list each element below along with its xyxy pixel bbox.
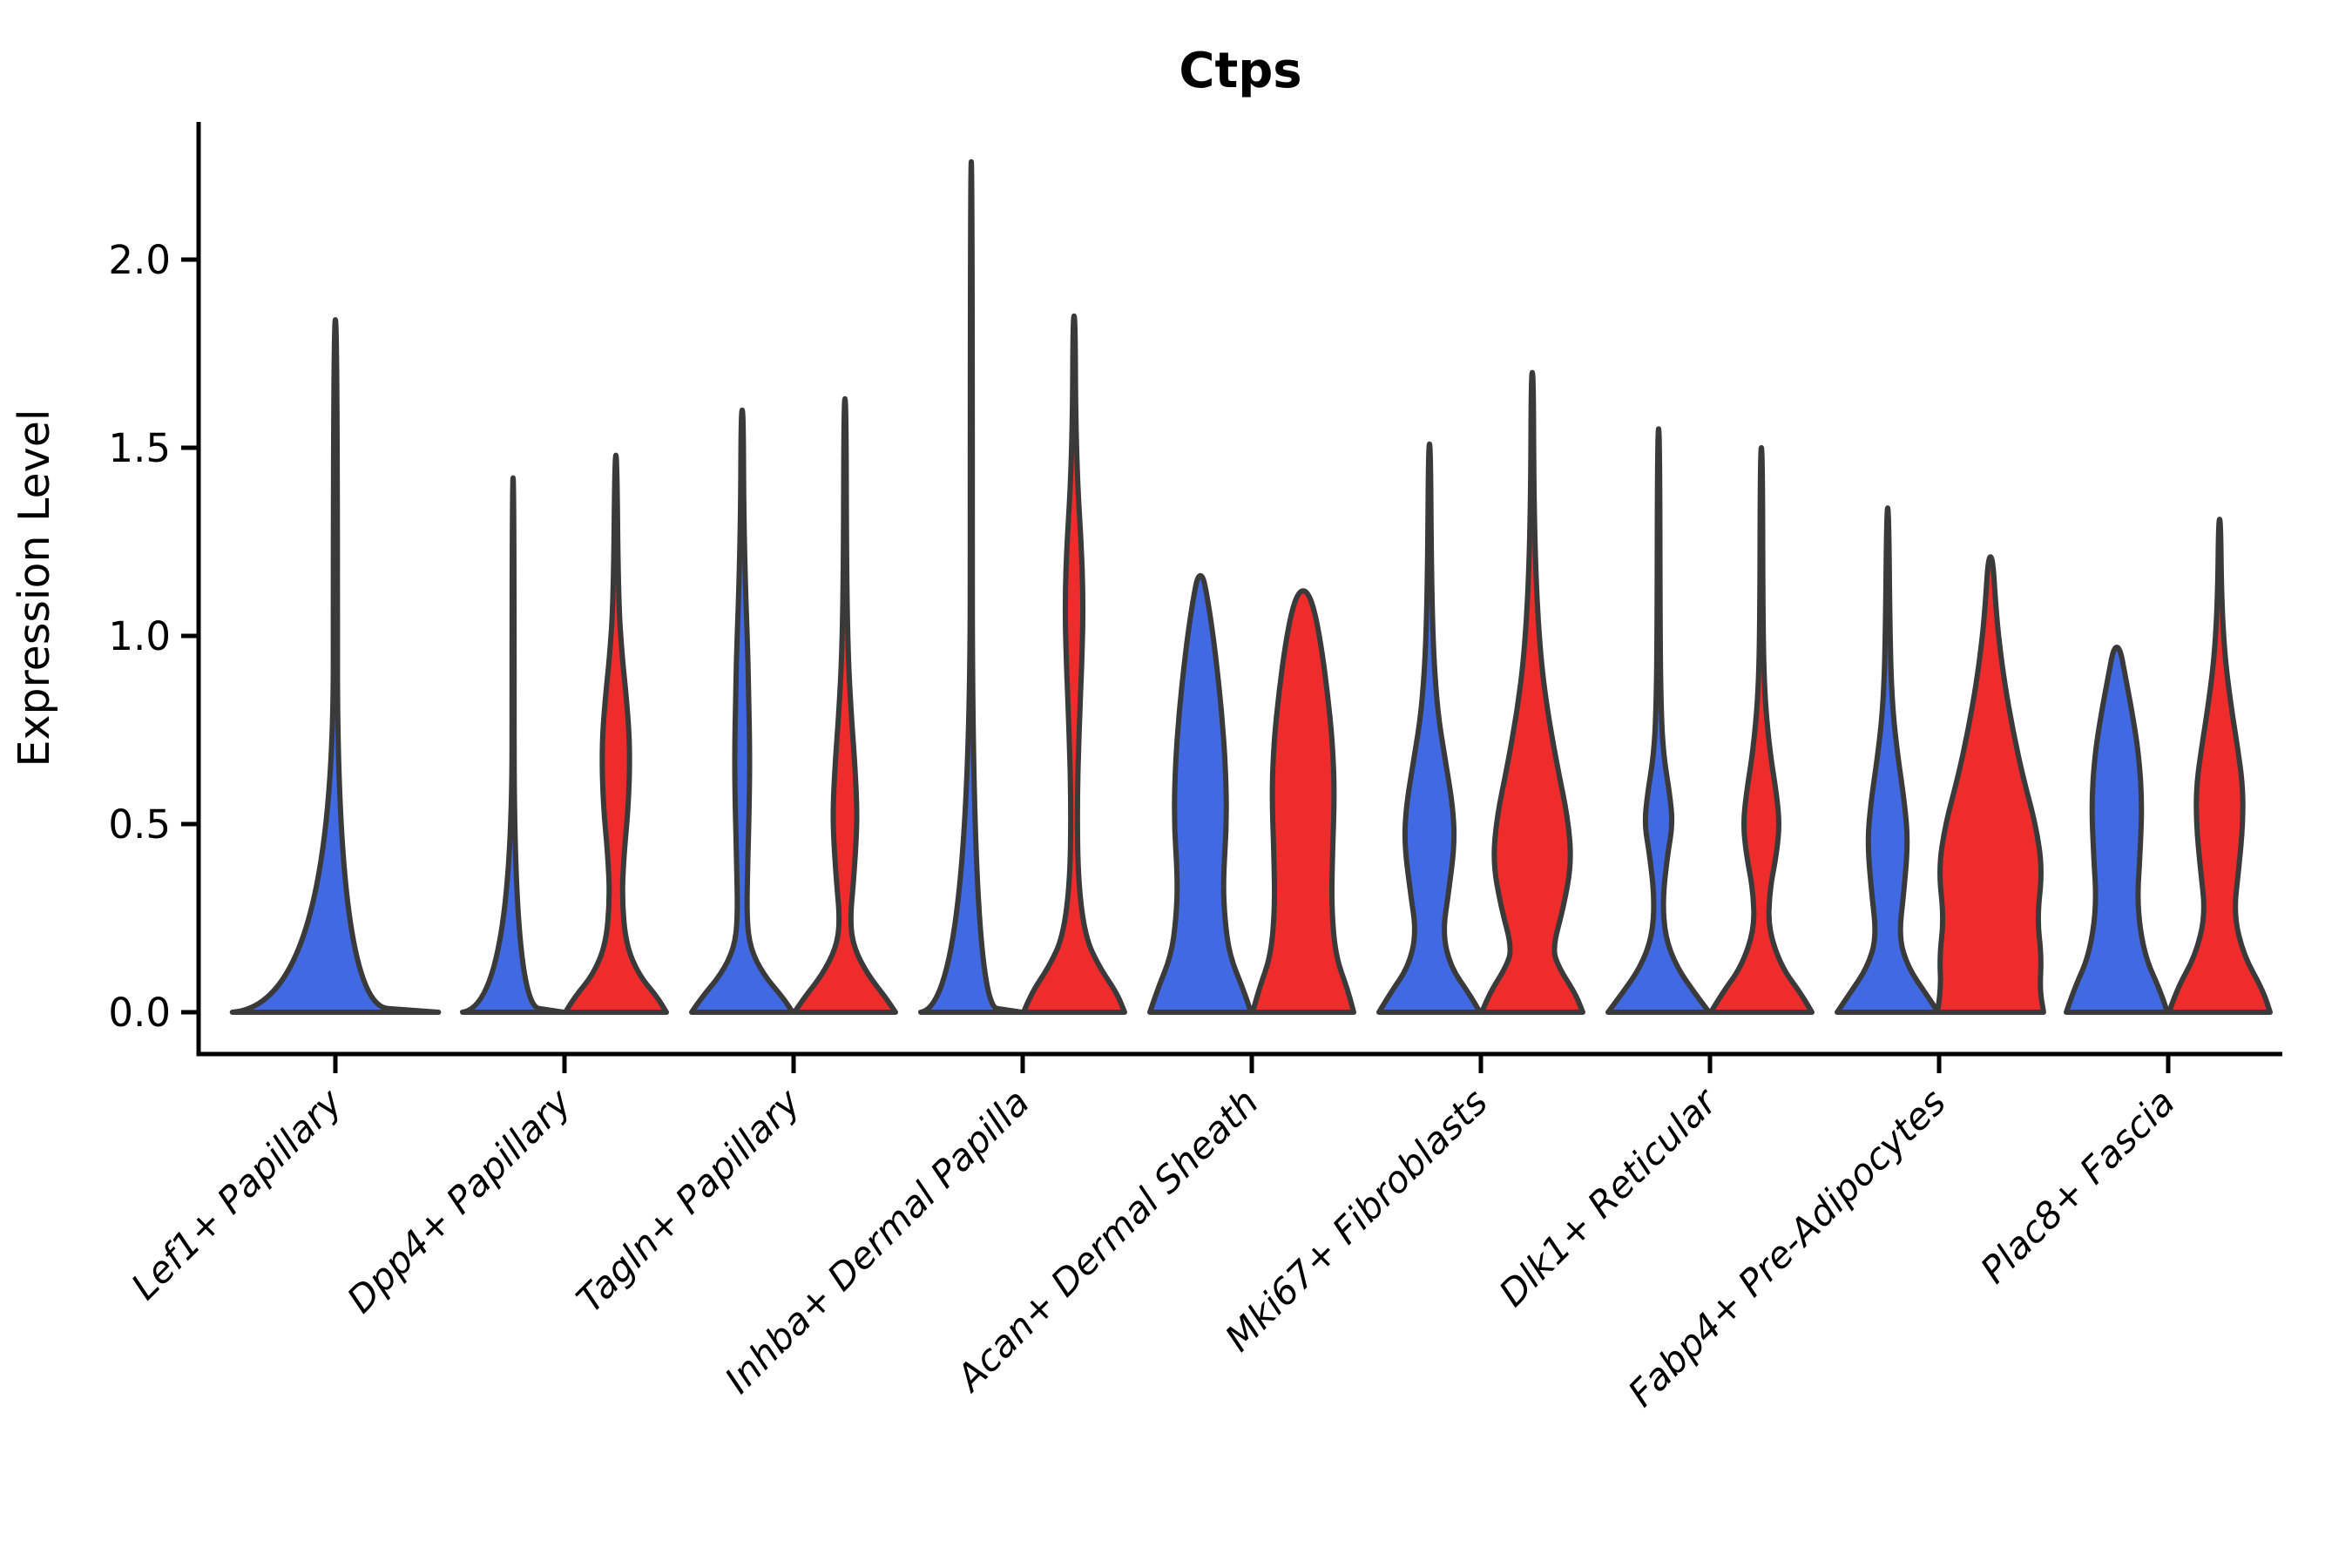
y-tick-label: 1.0 <box>108 613 171 659</box>
violin-g4-blue <box>1147 572 1254 1015</box>
violin-g3-red <box>1021 313 1127 1015</box>
violin-g2-red <box>792 395 898 1015</box>
violin-g0-single <box>229 317 442 1015</box>
y-tick-label: 2.0 <box>108 237 171 283</box>
y-tick-label: 0.0 <box>108 990 171 1036</box>
chart-title: Ctps <box>1179 43 1301 99</box>
violin-g1-red <box>563 452 669 1015</box>
violin-g3-blue <box>918 159 1024 1015</box>
y-axis-label: Expression Level <box>10 409 59 767</box>
y-tick-label: 0.5 <box>108 801 171 848</box>
violin-g6-blue <box>1605 426 1712 1015</box>
y-tick-label: 1.5 <box>108 425 171 471</box>
violin-g6-red <box>1708 445 1815 1015</box>
violin-g1-blue <box>460 475 566 1015</box>
violin-g7-blue <box>1835 505 1941 1015</box>
x-tick-label-2: Tagln+ Papillary <box>568 1080 809 1321</box>
x-tick-label-0: Lef1+ Papillary <box>123 1080 351 1308</box>
x-tick-label-8: Plac8+ Fascia <box>1972 1080 2183 1291</box>
violin-g8-blue <box>2064 645 2170 1015</box>
violin-g2-blue <box>689 407 795 1015</box>
axes-spines <box>196 122 2282 1057</box>
violin-g5-red <box>1479 369 1585 1015</box>
x-tick-label-1: Dpp4+ Papillary <box>339 1080 580 1321</box>
violin-g7-red <box>1935 554 2046 1015</box>
x-tick-label-5: Mki67+ Fibroblasts <box>1217 1080 1496 1359</box>
violin-g8-red <box>2166 517 2273 1015</box>
violin-g5-blue <box>1376 441 1483 1015</box>
x-tick-label-6: Dlk1+ Reticular <box>1490 1078 1727 1315</box>
violin-g4-red <box>1250 588 1356 1015</box>
